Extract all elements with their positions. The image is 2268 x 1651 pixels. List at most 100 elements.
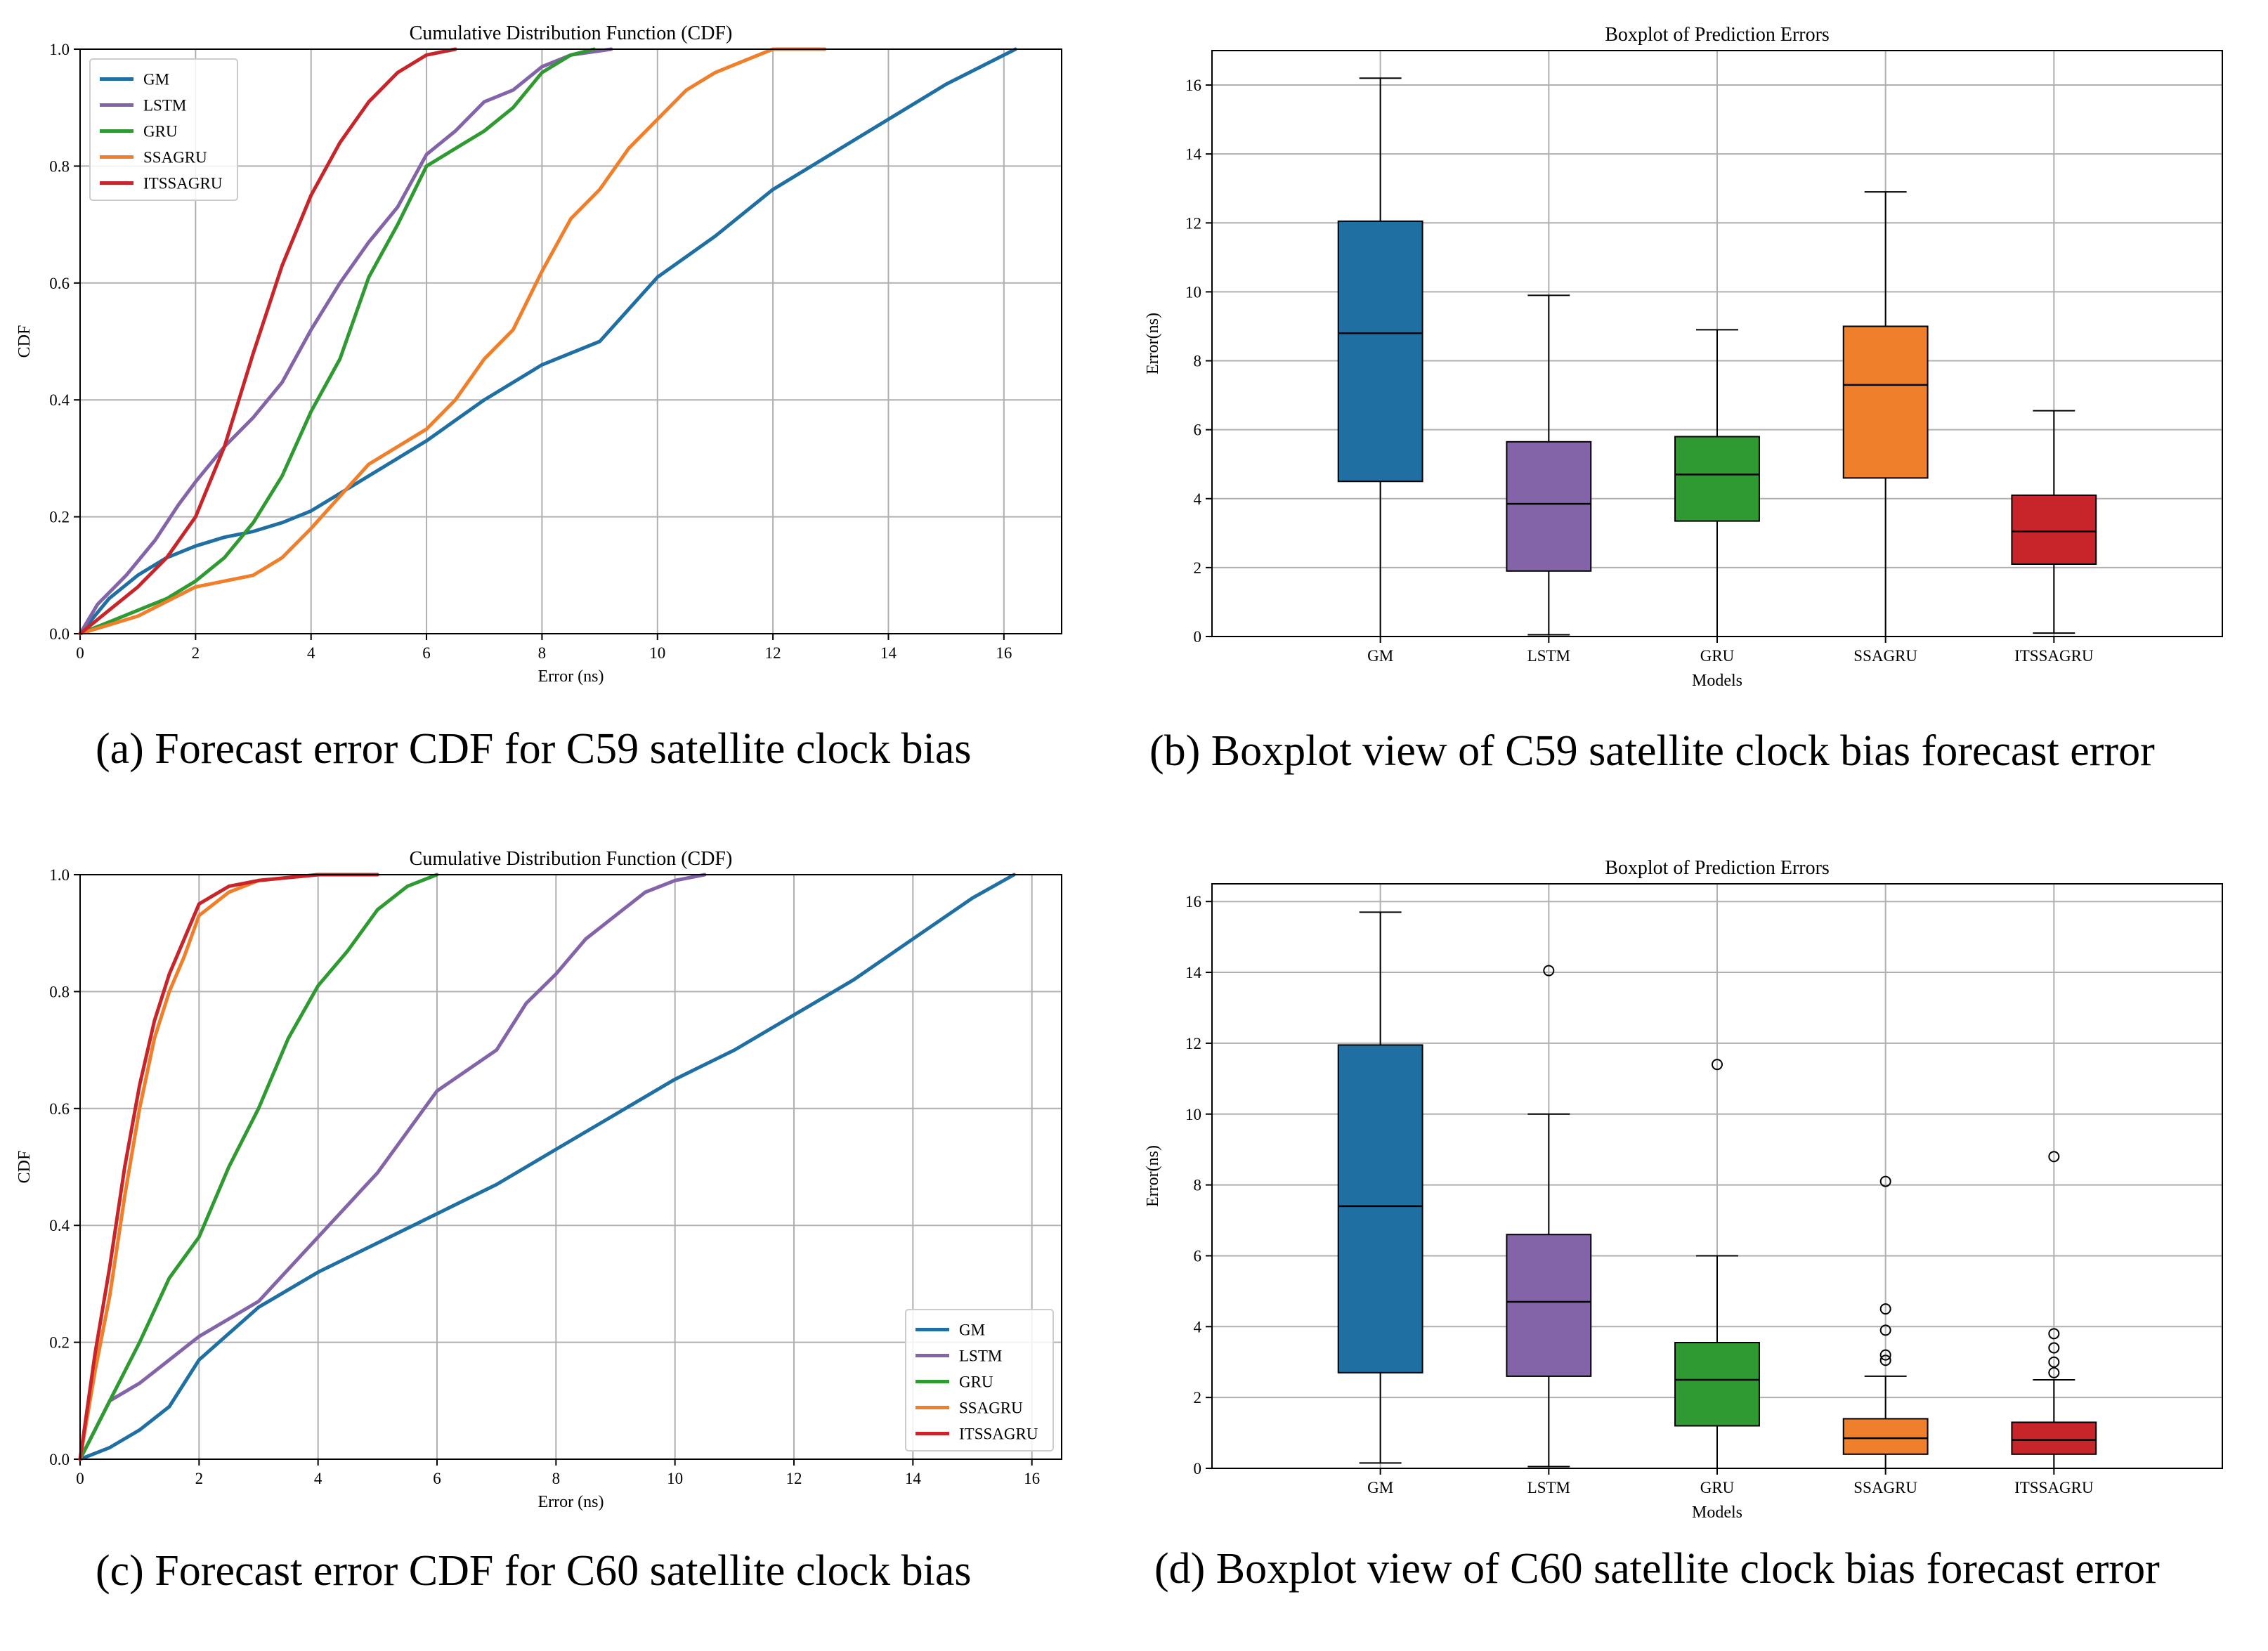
y-tick-label: 0.6 bbox=[49, 275, 70, 292]
outlier-itssagru bbox=[2048, 1151, 2060, 1163]
x-tick-label: 2 bbox=[195, 1470, 204, 1487]
legend-label-gm: GM bbox=[143, 71, 169, 89]
caption-a: (a) Forecast error CDF for C59 satellite… bbox=[96, 725, 972, 773]
box-itssagru bbox=[2011, 494, 2097, 565]
box-gru bbox=[1674, 1341, 1760, 1427]
y-tick-label: 1.0 bbox=[49, 866, 70, 884]
caption-d: (d) Boxplot view of C60 satellite clock … bbox=[1154, 1545, 2160, 1593]
x-tick-label: 4 bbox=[307, 644, 315, 662]
caption-c: (c) Forecast error CDF for C60 satellite… bbox=[96, 1547, 972, 1595]
x-axis-label: Models bbox=[1692, 672, 1742, 690]
y-tick-label: 0.8 bbox=[49, 157, 70, 175]
legend-label-gm: GM bbox=[959, 1322, 985, 1339]
outlier-gru bbox=[1712, 1059, 1723, 1071]
legend-label-lstm: LSTM bbox=[959, 1347, 1002, 1365]
y-tick-label: 12 bbox=[1185, 1035, 1201, 1052]
x-tick-label: GM bbox=[1367, 1479, 1393, 1496]
outlier-ssagru bbox=[1879, 1324, 1891, 1336]
box-gm bbox=[1337, 220, 1423, 483]
outlier-itssagru bbox=[2048, 1342, 2060, 1354]
box-lstm bbox=[1506, 1234, 1592, 1377]
legend-label-gru: GRU bbox=[143, 123, 178, 141]
y-tick-label: 8 bbox=[1194, 1177, 1202, 1194]
outlier-ssagru bbox=[1879, 1349, 1891, 1361]
cdf-chart-c59: Cumulative Distribution Function (CDF) Er… bbox=[15, 22, 1062, 686]
cdf-chart-c60: Cumulative Distribution Function (CDF) Er… bbox=[15, 848, 1062, 1511]
y-tick-label: 0.0 bbox=[49, 1451, 70, 1468]
plot-frame bbox=[79, 874, 1062, 1460]
series-line-gm bbox=[78, 47, 1017, 636]
y-tick-label: 6 bbox=[1194, 1247, 1202, 1265]
y-tick-label: 0.2 bbox=[49, 509, 70, 526]
x-tick-label: 16 bbox=[1024, 1470, 1040, 1487]
y-tick-label: 4 bbox=[1194, 490, 1202, 508]
x-tick-label: 14 bbox=[880, 644, 897, 662]
legend-label-gru: GRU bbox=[959, 1373, 993, 1391]
chart-title: Cumulative Distribution Function (CDF) bbox=[410, 22, 733, 44]
y-axis-label: Error(ns) bbox=[1144, 1145, 1162, 1207]
x-tick-label: 8 bbox=[552, 1470, 561, 1487]
x-tick-label: SSAGRU bbox=[1853, 1479, 1917, 1496]
outlier-ssagru bbox=[1879, 1303, 1891, 1315]
y-tick-label: 0.8 bbox=[49, 983, 70, 1000]
y-tick-label: 0.4 bbox=[49, 1217, 70, 1234]
x-tick-label: 0 bbox=[76, 644, 84, 662]
y-tick-label: 0.0 bbox=[49, 625, 70, 643]
x-tick-label: 14 bbox=[905, 1470, 922, 1487]
series-line-gm bbox=[78, 873, 1016, 1461]
x-tick-label: ITSSAGRU bbox=[2014, 1479, 2094, 1496]
y-tick-label: 0.6 bbox=[49, 1100, 70, 1118]
y-tick-label: 10 bbox=[1185, 283, 1201, 301]
legend: GM LSTM GRU SSAGRU ITSSAGRU bbox=[905, 1309, 1054, 1451]
y-axis-label: CDF bbox=[15, 325, 34, 358]
x-tick-label: 4 bbox=[314, 1470, 322, 1487]
legend-label-itssagru: ITSSAGRU bbox=[143, 175, 223, 192]
y-tick-label: 0 bbox=[1194, 628, 1202, 646]
y-tick-label: 16 bbox=[1185, 77, 1201, 94]
y-tick-label: 10 bbox=[1185, 1106, 1201, 1123]
outlier-itssagru bbox=[2048, 1366, 2060, 1378]
outlier-itssagru bbox=[2048, 1328, 2060, 1340]
series-line-itssagru bbox=[78, 873, 379, 1461]
chart-title: Cumulative Distribution Function (CDF) bbox=[410, 848, 733, 870]
outlier-ssagru bbox=[1879, 1175, 1891, 1187]
boxplot-chart-c60: Boxplot of Prediction Errors Models Error(… bbox=[1144, 857, 2223, 1522]
y-tick-label: 8 bbox=[1194, 353, 1202, 370]
y-tick-label: 14 bbox=[1185, 145, 1202, 163]
boxplot-chart-c59: Boxplot of Prediction Errors Models Error(… bbox=[1144, 24, 2223, 690]
y-tick-label: 0 bbox=[1194, 1460, 1202, 1477]
x-tick-label: 0 bbox=[76, 1470, 84, 1487]
box-ssagru bbox=[1842, 325, 1929, 479]
legend-box bbox=[89, 58, 238, 201]
x-tick-label: 10 bbox=[649, 644, 665, 662]
legend-label-ssagru: SSAGRU bbox=[959, 1399, 1023, 1417]
x-tick-label: GRU bbox=[1700, 1479, 1735, 1496]
y-tick-label: 6 bbox=[1194, 422, 1202, 439]
x-tick-label: LSTM bbox=[1527, 1479, 1570, 1496]
legend: GM LSTM GRU SSAGRU ITSSAGRU bbox=[89, 58, 238, 201]
x-tick-label: 12 bbox=[786, 1470, 802, 1487]
box-gru bbox=[1674, 436, 1760, 522]
box-lstm bbox=[1506, 441, 1592, 572]
x-tick-label: 6 bbox=[433, 1470, 441, 1487]
y-tick-label: 2 bbox=[1194, 1389, 1202, 1407]
x-tick-label: 10 bbox=[667, 1470, 683, 1487]
y-tick-label: 0.4 bbox=[49, 391, 70, 409]
series-line-lstm bbox=[78, 873, 707, 1461]
series-line-gru bbox=[78, 47, 596, 636]
box-gm bbox=[1337, 1044, 1423, 1373]
y-axis-label: Error(ns) bbox=[1144, 313, 1162, 374]
series-line-ssagru bbox=[78, 47, 827, 636]
plot-frame bbox=[1211, 883, 2223, 1469]
legend-label-lstm: LSTM bbox=[143, 97, 186, 115]
x-tick-label: 2 bbox=[192, 644, 200, 662]
legend-label-itssagru: ITSSAGRU bbox=[959, 1425, 1038, 1443]
y-tick-label: 1.0 bbox=[49, 41, 70, 58]
series-line-gru bbox=[78, 873, 439, 1461]
outlier-itssagru bbox=[2048, 1356, 2060, 1368]
legend-box bbox=[905, 1309, 1054, 1451]
x-tick-label: SSAGRU bbox=[1853, 647, 1917, 665]
x-axis-label: Models bbox=[1692, 1503, 1742, 1522]
outlier-lstm bbox=[1543, 965, 1555, 977]
chart-title: Boxplot of Prediction Errors bbox=[1605, 857, 1830, 879]
